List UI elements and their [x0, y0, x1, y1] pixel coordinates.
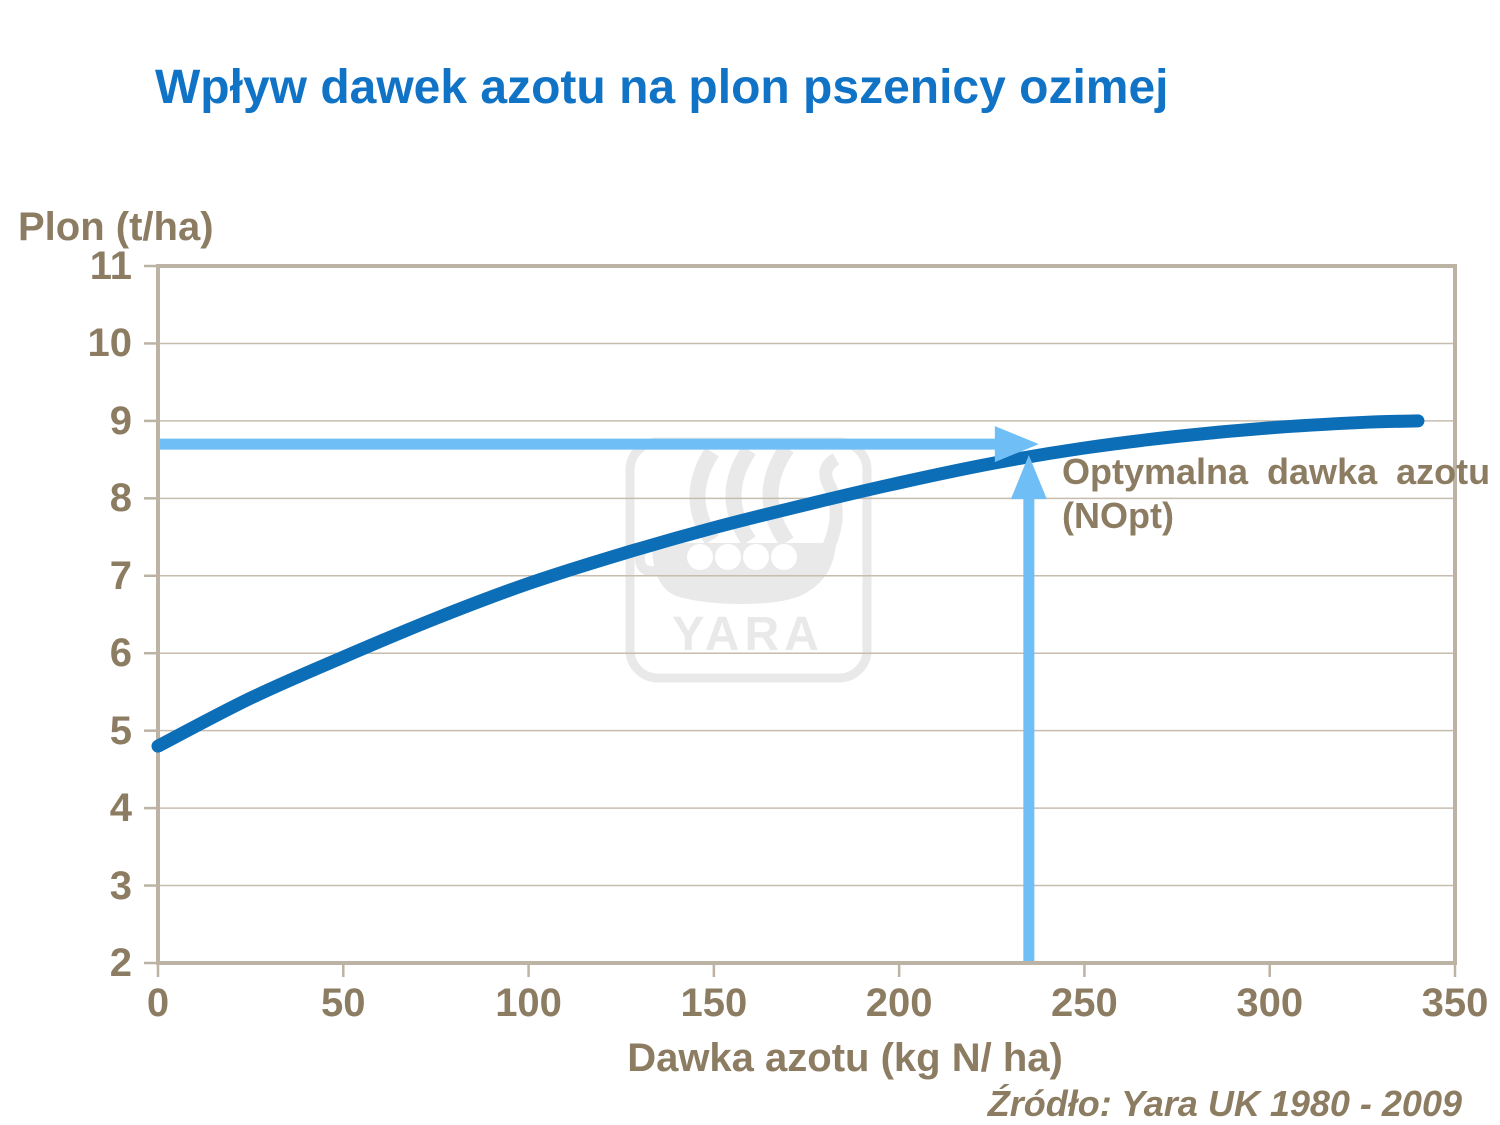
y-tick-label: 2	[109, 941, 132, 985]
y-tick-label: 4	[109, 786, 132, 831]
x-tick-label: 350	[1421, 981, 1489, 1025]
x-axis-title: Dawka azotu (kg N/ ha)	[627, 1036, 1063, 1080]
y-tick-label: 6	[109, 631, 132, 676]
nopt-annotation: Optymalna dawka azotu (NOpt)	[1062, 450, 1490, 538]
watermark-shield-1	[687, 544, 713, 570]
y-tick-label: 10	[87, 321, 133, 366]
y-tick-label: 3	[109, 863, 132, 908]
yara-watermark-icon: YARA	[625, 437, 872, 683]
x-tick-label: 0	[146, 981, 170, 1025]
watermark-sail-3	[762, 443, 794, 547]
x-tick-label: 300	[1236, 981, 1304, 1025]
x-tick-label: 50	[321, 981, 366, 1025]
nopt-arrows	[160, 426, 1047, 961]
watermark-shield-2	[715, 544, 741, 570]
watermark-shield-3	[743, 544, 769, 570]
x-tick-label: 150	[680, 981, 748, 1025]
y-axis-title: Plon (t/ha)	[18, 205, 214, 249]
nopt-annotation-line1: Optymalna dawka azotu	[1062, 451, 1491, 492]
y-tick-label: 9	[109, 398, 132, 443]
y-tick-label: 8	[109, 476, 132, 521]
x-tick-label: 100	[495, 981, 562, 1025]
plot-frame	[144, 264, 1457, 977]
watermark-sail-2	[725, 445, 756, 546]
horizontal-arrow-head	[994, 426, 1039, 463]
watermark-prow	[819, 453, 843, 551]
source-caption: Źródło: Yara UK 1980 - 2009	[987, 1083, 1462, 1124]
x-tick-label: 250	[1051, 981, 1118, 1025]
y-tick-label: 7	[109, 553, 132, 598]
chart-title: Wpływ dawek azotu na plon pszenicy ozime…	[155, 61, 1169, 114]
plot-border	[156, 264, 1457, 965]
y-tick-label: 11	[89, 244, 132, 288]
y-tick-label: 5	[109, 708, 132, 753]
watermark-shield-4	[771, 544, 797, 570]
vertical-arrow-head	[1010, 455, 1047, 500]
watermark-text: YARA	[672, 608, 824, 661]
x-tick-label: 200	[865, 981, 933, 1025]
nopt-annotation-line2: (NOpt)	[1062, 495, 1174, 536]
yield-curve	[151, 414, 1425, 753]
